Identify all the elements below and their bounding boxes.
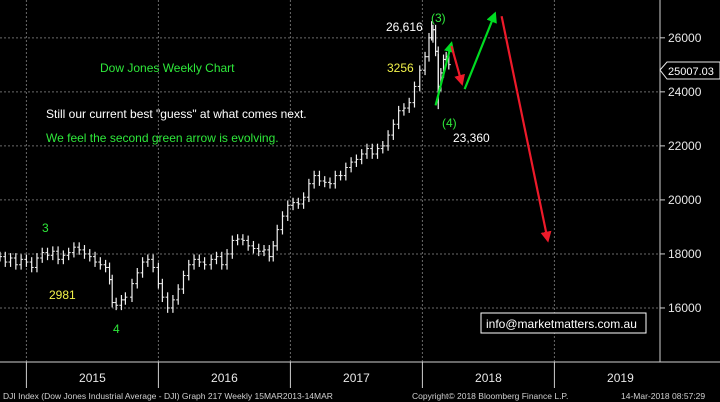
arrows-layer: [434, 11, 552, 243]
footer-right: 14-Mar-2018 08:57:29: [621, 391, 705, 401]
red-arrow: [450, 45, 465, 86]
label-4-2015: 4: [113, 322, 120, 336]
comment-line-1: Still our current best "guess" at what c…: [46, 107, 307, 121]
last-price-marker: 25007.03: [659, 61, 720, 80]
comment-line-2: We feel the second green arrow is evolvi…: [46, 131, 279, 145]
y-tick-label: 18000: [668, 247, 702, 261]
label-3-2015: 3: [42, 221, 49, 235]
green-arrow: [463, 11, 497, 90]
grid-layer: [0, 0, 660, 362]
low-label: 23,360: [453, 131, 490, 145]
wave-4-label: (4): [442, 116, 457, 130]
last-price-box: [659, 61, 720, 80]
y-tick-layer: 16000 18000 20000 22000 24000 26000: [660, 31, 702, 315]
low-2015-label: 2981: [49, 288, 76, 302]
green-arrow: [434, 41, 455, 106]
wave-3-label: (3): [431, 11, 446, 25]
y-tick-label: 24000: [668, 85, 702, 99]
chart-title: Dow Jones Weekly Chart: [100, 61, 235, 75]
peak-label: 26,616: [386, 20, 423, 34]
footer-bar: [0, 389, 720, 402]
drop-label: 3256: [387, 61, 414, 75]
y-tick-label: 22000: [668, 139, 702, 153]
email-box[interactable]: info@marketmatters.com.au: [480, 312, 647, 334]
x-tick-label: 2018: [475, 371, 502, 385]
email-box-border: [480, 312, 647, 334]
footer-left: DJI Index (Dow Jones Industrial Average …: [3, 391, 333, 401]
bars-layer: [0, 21, 451, 313]
last-price-label: 25007.03: [668, 66, 714, 78]
footer-center: Copyright© 2018 Bloomberg Finance L.P.: [412, 391, 568, 401]
y-tick-label: 16000: [668, 301, 702, 315]
x-tick-layer: 2015 2016 2017 2018 2019: [25, 362, 634, 388]
red-arrow: [500, 15, 552, 243]
email-text[interactable]: info@marketmatters.com.au: [486, 317, 637, 331]
x-tick-label: 2016: [211, 371, 238, 385]
x-tick-label: 2015: [79, 371, 106, 385]
y-tick-label: 20000: [668, 193, 702, 207]
x-tick-label: 2017: [343, 371, 370, 385]
y-tick-label: 26000: [668, 31, 702, 45]
x-tick-label: 2019: [607, 371, 634, 385]
